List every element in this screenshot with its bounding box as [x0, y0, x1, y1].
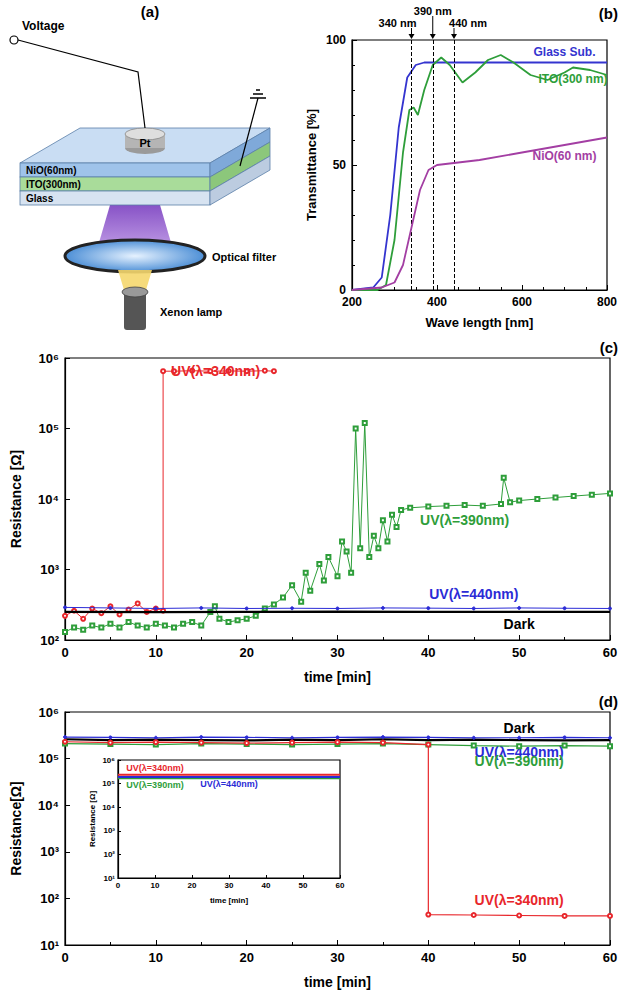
- svg-text:Xenon lamp: Xenon lamp: [160, 306, 223, 318]
- svg-text:Pt: Pt: [140, 137, 151, 149]
- svg-text:60: 60: [603, 950, 617, 965]
- svg-text:800: 800: [597, 295, 617, 309]
- svg-text:UV(λ=390nm): UV(λ=390nm): [420, 512, 509, 528]
- svg-text:0: 0: [339, 283, 346, 297]
- svg-text:10¹: 10¹: [103, 874, 115, 883]
- svg-text:400: 400: [427, 295, 447, 309]
- svg-text:10⁶: 10⁶: [39, 351, 59, 366]
- svg-text:UV(λ=340nm): UV(λ=340nm): [171, 363, 260, 379]
- svg-text:Glass Sub.: Glass Sub.: [533, 45, 595, 59]
- svg-text:NiO(60 nm): NiO(60 nm): [532, 149, 596, 163]
- svg-text:30: 30: [330, 950, 344, 965]
- svg-text:ITO(300nm): ITO(300nm): [26, 179, 81, 190]
- svg-text:10⁵: 10⁵: [102, 779, 115, 788]
- svg-text:0: 0: [116, 881, 121, 890]
- svg-text:20: 20: [239, 645, 253, 660]
- svg-text:10³: 10³: [40, 562, 59, 577]
- svg-text:30: 30: [330, 645, 344, 660]
- svg-text:10⁵: 10⁵: [38, 751, 59, 766]
- svg-text:40: 40: [421, 950, 435, 965]
- svg-text:(c): (c): [600, 339, 618, 356]
- svg-text:Wave length [nm]: Wave length [nm]: [426, 315, 534, 330]
- svg-text:Dark: Dark: [504, 720, 535, 736]
- svg-text:Resistance [Ω]: Resistance [Ω]: [88, 791, 97, 848]
- svg-text:440 nm: 440 nm: [449, 17, 487, 29]
- svg-text:UV(λ=390nm): UV(λ=390nm): [126, 780, 183, 790]
- svg-text:390 nm: 390 nm: [414, 5, 452, 17]
- svg-text:10⁶: 10⁶: [102, 756, 115, 765]
- svg-text:Resistance[Ω]: Resistance[Ω]: [8, 781, 24, 875]
- svg-text:Glass: Glass: [26, 193, 54, 204]
- svg-text:Optical filter: Optical filter: [212, 251, 277, 263]
- svg-text:20: 20: [188, 881, 197, 890]
- svg-text:UV(λ=440nm): UV(λ=440nm): [200, 779, 257, 789]
- svg-text:60: 60: [603, 645, 617, 660]
- svg-text:10: 10: [149, 645, 163, 660]
- svg-text:50: 50: [299, 881, 308, 890]
- svg-text:10⁶: 10⁶: [39, 705, 59, 720]
- svg-text:(b): (b): [599, 5, 618, 22]
- svg-text:200: 200: [342, 295, 362, 309]
- svg-text:0: 0: [61, 950, 68, 965]
- svg-text:40: 40: [262, 881, 271, 890]
- svg-text:100: 100: [326, 33, 346, 47]
- svg-text:600: 600: [512, 295, 532, 309]
- svg-text:0: 0: [61, 645, 68, 660]
- svg-text:50: 50: [512, 950, 526, 965]
- svg-text:(d): (d): [599, 693, 618, 710]
- svg-text:UV(λ=340nm): UV(λ=340nm): [126, 763, 183, 773]
- svg-text:10⁵: 10⁵: [38, 421, 59, 436]
- svg-text:Voltage: Voltage: [22, 19, 65, 33]
- svg-text:10²: 10²: [40, 633, 59, 648]
- svg-text:NiO(60nm): NiO(60nm): [26, 165, 77, 176]
- svg-text:time [min]: time [min]: [304, 669, 371, 685]
- svg-text:10⁴: 10⁴: [38, 798, 59, 813]
- svg-text:(a): (a): [141, 3, 159, 20]
- svg-text:Dark: Dark: [504, 616, 535, 632]
- svg-text:340 nm: 340 nm: [379, 17, 417, 29]
- svg-text:20: 20: [239, 950, 253, 965]
- svg-text:40: 40: [421, 645, 435, 660]
- svg-text:10: 10: [149, 950, 163, 965]
- svg-text:10³: 10³: [40, 844, 59, 859]
- svg-text:time [min]: time [min]: [304, 974, 371, 990]
- svg-text:50: 50: [333, 158, 347, 172]
- svg-text:Transmittance [%]: Transmittance [%]: [304, 109, 319, 221]
- svg-text:10: 10: [151, 881, 160, 890]
- svg-text:60: 60: [336, 881, 345, 890]
- svg-text:30: 30: [225, 881, 234, 890]
- svg-text:time [min]: time [min]: [210, 896, 249, 905]
- svg-text:10¹: 10¹: [40, 938, 59, 953]
- svg-text:UV(λ=390nm): UV(λ=390nm): [475, 753, 564, 769]
- svg-text:50: 50: [512, 645, 526, 660]
- svg-text:ITO(300 nm): ITO(300 nm): [538, 72, 607, 86]
- svg-text:UV(λ=440nm): UV(λ=440nm): [429, 586, 518, 602]
- svg-text:UV(λ=340nm): UV(λ=340nm): [475, 892, 564, 908]
- svg-text:10⁴: 10⁴: [102, 803, 115, 812]
- svg-text:10²: 10²: [40, 891, 59, 906]
- svg-text:10³: 10³: [103, 826, 115, 835]
- svg-text:10⁴: 10⁴: [38, 492, 59, 507]
- svg-text:10²: 10²: [103, 850, 115, 859]
- svg-text:Resistance [Ω]: Resistance [Ω]: [8, 450, 24, 548]
